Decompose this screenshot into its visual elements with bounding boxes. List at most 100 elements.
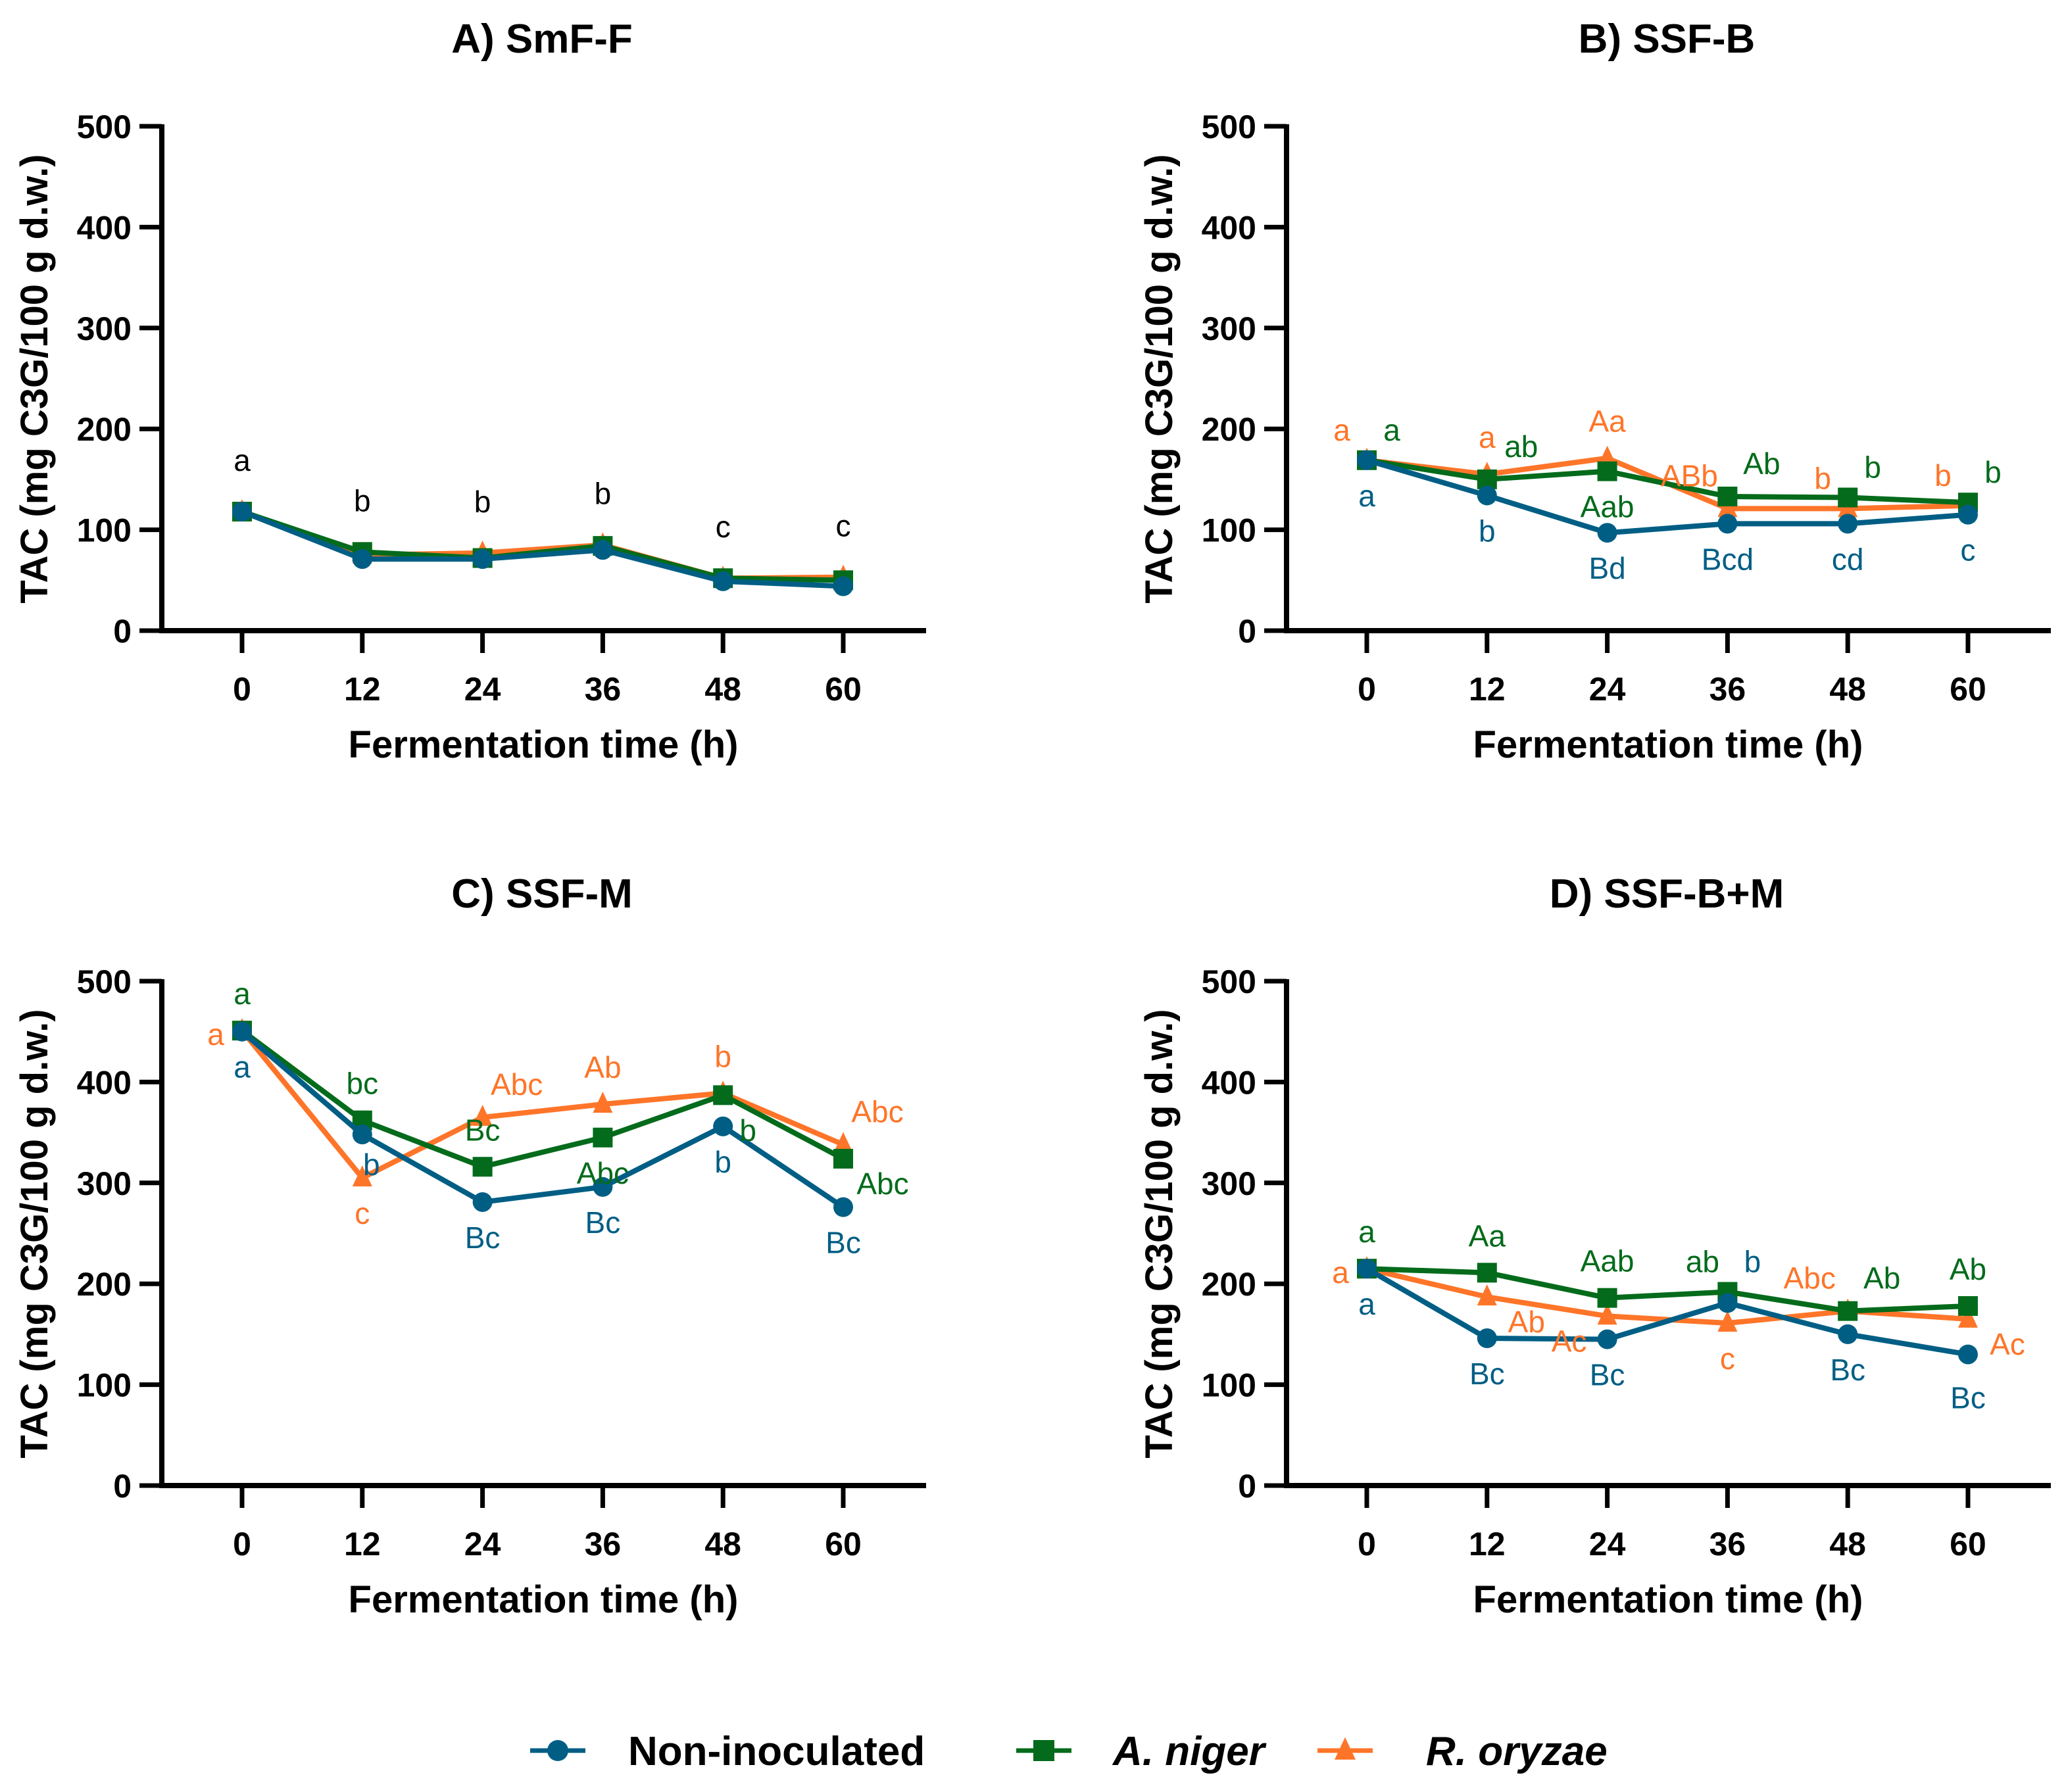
x-tick-label: 24 bbox=[464, 671, 501, 708]
significance-letter: ab bbox=[1686, 1244, 1719, 1278]
significance-letter: Abc bbox=[1784, 1261, 1836, 1296]
x-tick-label: 60 bbox=[825, 671, 862, 708]
significance-letter: Ab bbox=[584, 1050, 621, 1084]
data-point bbox=[593, 540, 613, 560]
data-point bbox=[472, 549, 493, 569]
series-non bbox=[232, 501, 853, 596]
y-tick-label: 200 bbox=[1202, 411, 1256, 448]
y-tick-label: 500 bbox=[1202, 963, 1256, 1000]
significance-letter: b bbox=[354, 483, 371, 518]
data-point bbox=[833, 1132, 853, 1153]
data-point bbox=[1717, 1311, 1738, 1332]
significance-letter: a bbox=[1358, 1215, 1375, 1249]
data-point bbox=[352, 1125, 372, 1145]
significance-letter: Bc bbox=[825, 1226, 861, 1260]
x-tick-label: 36 bbox=[1709, 671, 1746, 708]
significance-letter: a bbox=[207, 1017, 224, 1052]
x-tick-label: 24 bbox=[1589, 671, 1626, 708]
significance-letter: Abc bbox=[491, 1067, 543, 1102]
data-point bbox=[1838, 1301, 1858, 1321]
y-tick-label: 100 bbox=[77, 1367, 132, 1404]
series-line bbox=[1365, 1266, 1969, 1357]
significance-letter: Aa bbox=[1588, 404, 1626, 439]
y-tick-label: 400 bbox=[77, 1064, 132, 1101]
panel-title: A) SmF-F bbox=[451, 16, 633, 62]
data-point bbox=[1717, 496, 1738, 518]
significance-letter: a bbox=[1358, 1287, 1375, 1321]
series-line bbox=[239, 1029, 845, 1181]
y-tick-label: 300 bbox=[1202, 310, 1256, 347]
data-point bbox=[713, 571, 733, 591]
x-tick-label: 60 bbox=[825, 1526, 862, 1562]
significance-letter: Bc bbox=[585, 1205, 621, 1240]
significance-letter: Bc bbox=[1590, 1358, 1625, 1392]
triangle-marker bbox=[1335, 1737, 1356, 1760]
x-tick-label: 48 bbox=[704, 671, 741, 708]
x-tick-label: 12 bbox=[344, 1526, 381, 1562]
y-axis-label: TAC (mg C3G/100 g d.w.) bbox=[13, 154, 56, 603]
significance-letter: c bbox=[1720, 1342, 1735, 1376]
significance-labels: a b b b c c bbox=[233, 443, 850, 544]
significance-letter: Ab bbox=[1863, 1261, 1900, 1296]
significance-letter: c bbox=[836, 509, 851, 543]
y-tick-label: 300 bbox=[1202, 1165, 1256, 1202]
data-point bbox=[1597, 1329, 1617, 1349]
data-point bbox=[1357, 1259, 1377, 1279]
y-axis-label: TAC (mg C3G/100 g d.w.) bbox=[1138, 1009, 1181, 1458]
y-tick-label: 0 bbox=[113, 1468, 132, 1505]
data-point bbox=[472, 1192, 493, 1212]
panel-b-ssf-b: B) SSF-B TAC (mg C3G/100 g d.w.) Ferment… bbox=[1138, 16, 2051, 766]
triangle-marker-icon bbox=[1335, 1737, 1356, 1760]
y-tick-label: 200 bbox=[77, 411, 132, 448]
data-point bbox=[1958, 1344, 1978, 1365]
x-tick-label: 36 bbox=[585, 671, 622, 708]
y-tick-label: 200 bbox=[77, 1266, 132, 1303]
significance-letter: b bbox=[1744, 1244, 1761, 1278]
data-point bbox=[1958, 1296, 1978, 1316]
data-point bbox=[1958, 1306, 1978, 1328]
x-tick-label: 48 bbox=[704, 1526, 741, 1562]
data-point bbox=[472, 1157, 493, 1177]
series-line bbox=[240, 1029, 845, 1209]
significance-letter: Ab bbox=[1743, 447, 1780, 481]
y-tick-label: 500 bbox=[77, 109, 132, 145]
x-tick-label: 12 bbox=[1469, 1526, 1506, 1562]
square-marker-icon bbox=[1033, 1740, 1054, 1761]
x-tick-label: 36 bbox=[585, 1526, 622, 1562]
data-point bbox=[1597, 461, 1617, 481]
series-line bbox=[1365, 457, 1969, 536]
x-tick-label: 0 bbox=[1358, 1526, 1376, 1562]
data-point bbox=[833, 576, 853, 596]
series-line bbox=[1366, 457, 1969, 506]
data-point bbox=[1477, 485, 1497, 506]
legend-item-r-oryzae: R. oryzae bbox=[1317, 1729, 1608, 1774]
y-axis-label: TAC (mg C3G/100 g d.w.) bbox=[1138, 154, 1181, 603]
significance-letter: Aab bbox=[1581, 490, 1634, 524]
significance-letter: cd bbox=[1832, 542, 1864, 576]
panel-a-smf-f: A) SmF-F TAC (mg C3G/100 g d.w.) Ferment… bbox=[13, 16, 926, 766]
circle-marker bbox=[547, 1740, 568, 1761]
significance-letter: a bbox=[1333, 413, 1350, 447]
data-point bbox=[1477, 1328, 1497, 1349]
data-point bbox=[232, 501, 252, 521]
y-tick-label: 0 bbox=[1238, 1468, 1256, 1505]
x-tick-label: 24 bbox=[464, 1526, 501, 1562]
data-point bbox=[1958, 504, 1978, 525]
significance-letter: a bbox=[1332, 1255, 1349, 1290]
data-point bbox=[352, 549, 372, 569]
significance-letter: b bbox=[1864, 450, 1881, 485]
data-point bbox=[1717, 514, 1738, 534]
x-tick-label: 48 bbox=[1829, 1526, 1866, 1562]
y-tick-label: 400 bbox=[77, 209, 132, 246]
significance-letter: a bbox=[1383, 413, 1400, 447]
x-tick-label: 0 bbox=[233, 1526, 251, 1562]
x-axis-label: Fermentation time (h) bbox=[1473, 723, 1863, 766]
square-marker bbox=[1033, 1740, 1054, 1761]
x-axis-label: Fermentation time (h) bbox=[349, 1578, 739, 1621]
y-tick-label: 0 bbox=[1238, 613, 1256, 650]
series-non bbox=[1357, 450, 1978, 543]
panel-title: D) SSF-B+M bbox=[1550, 871, 1784, 917]
y-tick-label: 400 bbox=[1202, 209, 1256, 246]
